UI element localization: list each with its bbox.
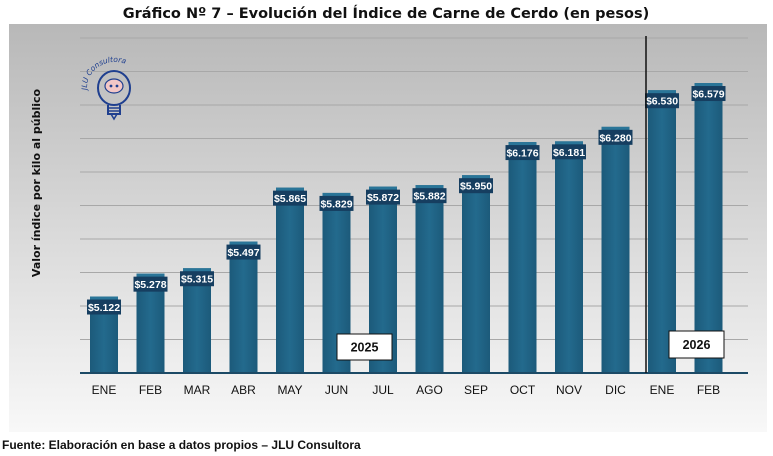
data-label-box xyxy=(87,299,121,315)
data-label: $6.280 xyxy=(599,132,631,144)
data-label: $5.872 xyxy=(367,192,399,204)
data-label-box xyxy=(505,145,540,161)
bar-cap xyxy=(229,241,258,245)
x-tick-label: NOV xyxy=(556,383,582,397)
data-label: $5.829 xyxy=(320,198,352,210)
bar-cap xyxy=(136,273,165,277)
data-label: $5.278 xyxy=(134,279,166,291)
bar-ago-7 xyxy=(415,185,444,373)
data-label: $5.865 xyxy=(274,193,306,205)
data-label-box xyxy=(180,271,214,287)
bar-cap xyxy=(694,83,723,87)
bar-dic-11 xyxy=(601,126,630,373)
data-label: $5.950 xyxy=(460,181,492,193)
year-label-2026: 2026 xyxy=(683,338,711,352)
data-label: $5.122 xyxy=(88,302,120,314)
bar-feb-13 xyxy=(694,83,723,373)
data-label-box xyxy=(645,93,679,109)
x-tick-label: OCT xyxy=(510,383,536,397)
x-tick-label: FEB xyxy=(697,383,720,397)
bar-cap xyxy=(90,296,118,300)
x-tick-label: DIC xyxy=(605,383,626,397)
x-tick-label: AGO xyxy=(416,383,443,397)
bar-cap xyxy=(322,192,351,196)
data-label-box xyxy=(226,244,261,260)
bar-cap xyxy=(648,90,676,94)
data-label-box xyxy=(459,178,493,194)
data-label: $6.530 xyxy=(646,96,678,108)
bar-abr-3 xyxy=(229,241,258,373)
year-label-2025: 2025 xyxy=(351,341,379,355)
data-label-box xyxy=(691,86,726,102)
bar-nov-10 xyxy=(555,141,583,373)
bar-cap xyxy=(601,126,630,130)
bar-oct-9 xyxy=(508,142,537,373)
year-box-2026: 2026 xyxy=(668,330,725,359)
data-label-box xyxy=(133,276,168,292)
data-label-box xyxy=(273,190,307,206)
data-label-box xyxy=(598,129,633,145)
x-tick-label: ENE xyxy=(650,383,675,397)
x-tick-label: JUL xyxy=(372,383,394,397)
bar-cap xyxy=(369,186,397,190)
x-tick-label: MAR xyxy=(184,383,211,397)
bar-sep-8 xyxy=(462,175,490,373)
bar-cap xyxy=(508,142,537,146)
data-label-box xyxy=(412,188,447,204)
data-label: $6.579 xyxy=(692,89,724,101)
bars xyxy=(90,83,723,373)
bar-cap xyxy=(462,175,490,179)
x-tick-label: ABR xyxy=(231,383,256,397)
bar-cap xyxy=(276,187,304,191)
x-tick-label: SEP xyxy=(464,383,488,397)
data-label: $5.315 xyxy=(181,274,213,286)
x-tick-label: MAY xyxy=(277,383,302,397)
bar-cap xyxy=(183,268,211,272)
logo-bulb-icon xyxy=(97,70,131,106)
data-label-box xyxy=(552,144,586,160)
data-label: $5.882 xyxy=(413,191,445,203)
bar-ene-12 xyxy=(648,90,676,373)
bar-may-4 xyxy=(276,187,304,373)
x-tick-label: JUN xyxy=(325,383,348,397)
bar-cap xyxy=(555,141,583,145)
data-label: $6.176 xyxy=(506,148,538,160)
data-label-box xyxy=(319,195,354,211)
x-tick-label: ENE xyxy=(92,383,117,397)
x-tick-labels: ENE FEB MAR ABR MAY JUN JUL AGO SEP OCT NOV DIC ENE F… xyxy=(92,383,721,397)
year-box-2025: 2025 xyxy=(336,333,393,361)
y-axis-label: Valor índice por kilo al público xyxy=(30,88,43,277)
data-label: $6.181 xyxy=(553,147,585,159)
x-tick-label: FEB xyxy=(139,383,162,397)
bar-cap xyxy=(415,185,444,189)
data-labels: $5.122 $5.278 $5.315 $5.497 $5.865 $5.829 $5.8… xyxy=(87,86,726,315)
source-note: Fuente: Elaboración en base a datos prop… xyxy=(2,438,361,452)
chart-title: Gráfico Nº 7 – Evolución del Índice de C… xyxy=(123,5,650,22)
data-label-box xyxy=(366,189,400,205)
data-label: $5.497 xyxy=(227,247,259,259)
